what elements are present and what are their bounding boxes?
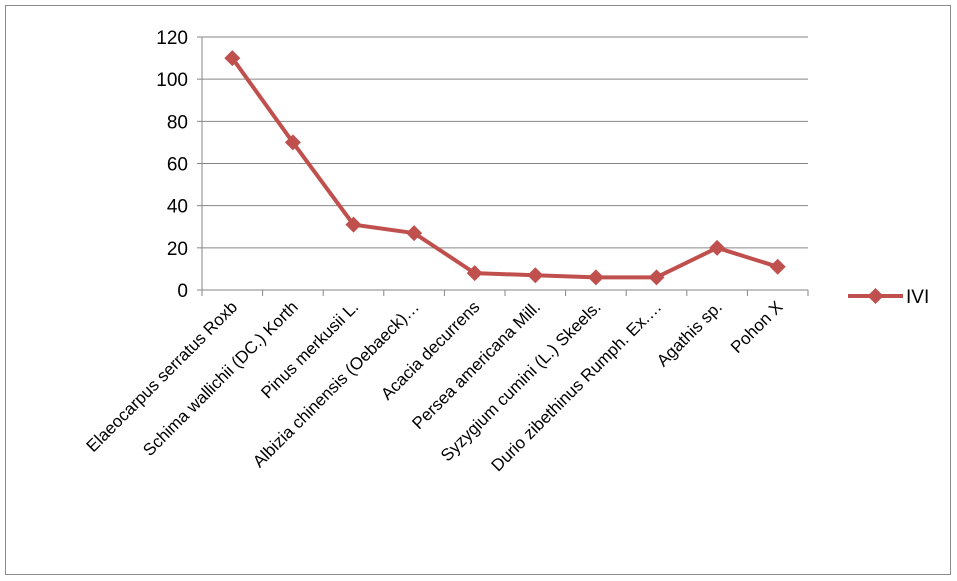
y-tick-label: 100 [156,70,188,91]
data-point-marker [527,267,544,284]
y-tick-label: 120 [156,28,188,49]
data-point-marker [709,239,726,256]
y-tick-label: 60 [167,155,188,176]
data-point-marker [769,258,786,275]
data-point-marker [466,265,483,282]
data-point-marker [587,269,604,286]
y-tick-label: 20 [167,239,188,260]
x-category-label: Agathis sp. [653,297,726,370]
data-point-marker [224,50,241,67]
y-tick-label: 80 [167,112,188,133]
x-category-label: Pohon X [727,297,787,357]
series-line [230,56,779,280]
data-point-marker [648,269,665,286]
y-tick-label: 0 [177,281,188,302]
data-point-marker [345,216,362,233]
legend-marker [867,288,884,304]
data-point-marker [406,225,423,242]
y-tick-label: 40 [167,197,188,218]
legend-label: IVI [906,287,929,308]
data-point-marker [284,134,301,151]
